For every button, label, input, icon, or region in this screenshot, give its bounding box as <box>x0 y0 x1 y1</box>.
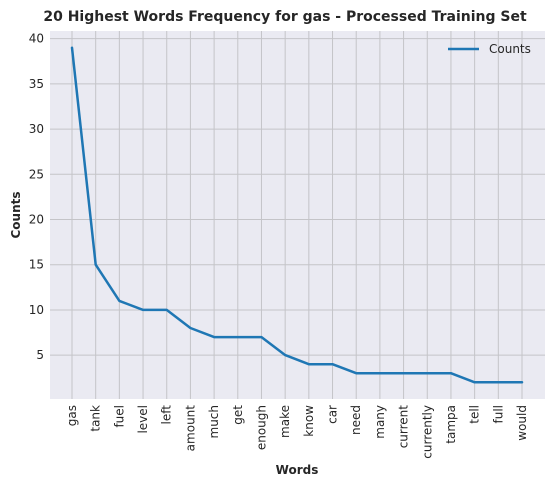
x-tick-label: tampa <box>444 405 458 444</box>
x-tick-label: make <box>278 405 292 438</box>
legend-label: Counts <box>489 42 531 56</box>
y-tick-label: 30 <box>29 122 44 136</box>
x-tick-label: car <box>326 405 340 424</box>
y-tick-label: 15 <box>29 258 44 272</box>
x-tick-label: level <box>136 405 150 434</box>
plot-area <box>50 31 545 399</box>
y-tick-label: 5 <box>36 348 44 362</box>
x-tick-label: tell <box>468 405 482 424</box>
x-axis-ticks: gas tank fuel level left amount much get enough m… <box>65 405 529 459</box>
x-tick-label: full <box>491 405 505 424</box>
x-tick-label: need <box>349 405 363 435</box>
x-tick-label: enough <box>254 405 268 450</box>
chart-title: 20 Highest Words Frequency for gas - Pro… <box>43 9 527 25</box>
x-tick-label: know <box>302 405 316 437</box>
x-tick-label: currently <box>420 405 434 459</box>
x-axis-label: Words <box>276 463 319 477</box>
y-tick-label: 25 <box>29 167 44 181</box>
y-axis-ticks: 5 10 15 20 25 30 35 40 <box>29 32 44 362</box>
x-tick-label: left <box>160 405 174 425</box>
series-line <box>70 46 524 384</box>
legend: Counts <box>448 42 531 56</box>
x-tick-label: fuel <box>112 405 126 428</box>
series <box>70 46 524 384</box>
x-tick-label: current <box>397 405 411 449</box>
grid <box>50 31 545 399</box>
x-tick-label: get <box>231 405 245 425</box>
x-tick-label: tank <box>89 405 103 432</box>
x-tick-label: would <box>515 405 529 441</box>
y-tick-label: 40 <box>29 32 44 46</box>
x-tick-label: much <box>207 405 221 439</box>
y-axis-label: Counts <box>9 191 23 238</box>
x-tick-label: many <box>373 405 387 439</box>
y-tick-label: 20 <box>29 213 44 227</box>
x-tick-label: amount <box>183 405 197 452</box>
y-tick-label: 35 <box>29 77 44 91</box>
x-tick-label: gas <box>65 405 79 426</box>
y-tick-label: 10 <box>29 303 44 317</box>
